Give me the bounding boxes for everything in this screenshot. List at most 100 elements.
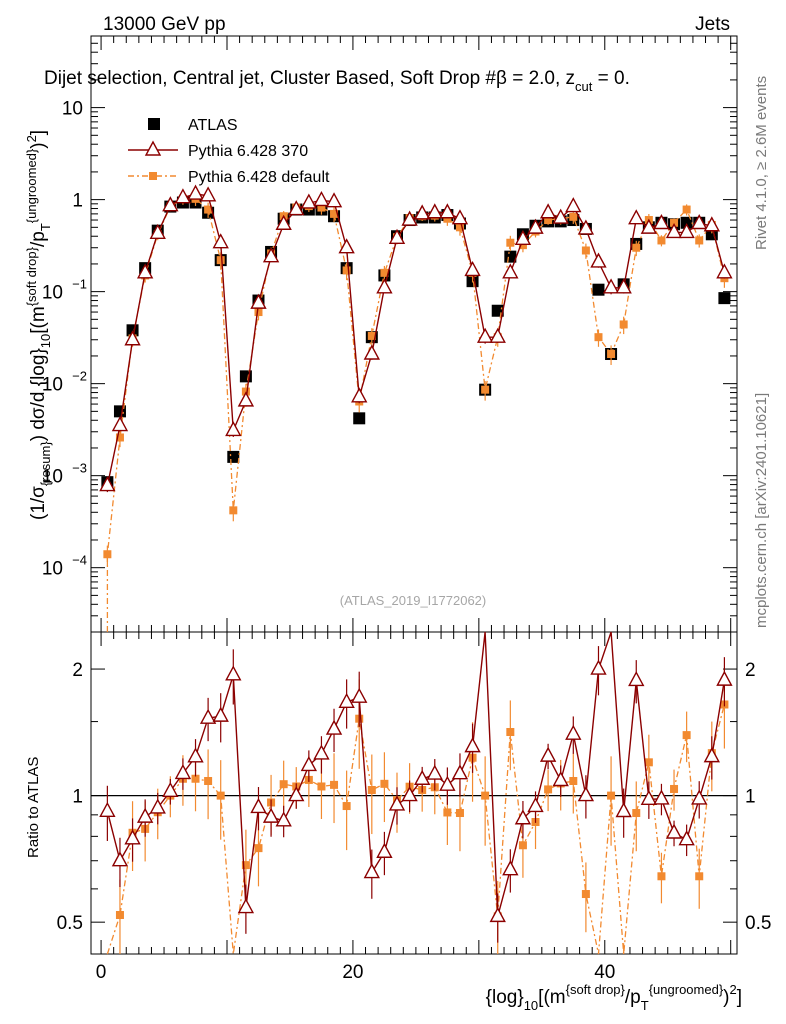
pythia-default-point: [581, 246, 590, 255]
data-layer: [99, 184, 733, 955]
ylabel-sub2: 10: [38, 334, 53, 348]
pythia-370-point: [136, 263, 154, 279]
ylabel-prefix: (1/σ: [28, 486, 49, 520]
pythia-370-point: [414, 204, 431, 220]
ratio-pythia-370-point: [162, 781, 179, 798]
ratio-pythia-default-point: [216, 791, 225, 800]
pythia-default-point: [317, 203, 326, 212]
ratio-pythia-default-point: [670, 784, 679, 793]
ratio-pythia-default-point: [518, 841, 527, 850]
ratio-pythia-370-point: [376, 842, 393, 858]
pythia-370-point: [401, 210, 418, 226]
xlabel-sup3: 2: [729, 982, 736, 997]
pythia-370-point: [313, 190, 330, 207]
pythia-default-point: [607, 350, 616, 359]
pythia-default-point: [632, 243, 641, 252]
ratio-pythia-370-point: [527, 796, 544, 813]
ratio-ytick-label-right: 2: [745, 660, 756, 681]
rivet-label: Rivet 4.1.0, ≥ 2.6M events: [753, 76, 770, 250]
ratio-pythia-370-point: [665, 823, 683, 839]
ylabel-tail4: ]: [28, 130, 49, 135]
ratio-pythia-default-point: [367, 785, 376, 794]
legend-label-atlas: ATLAS: [188, 117, 238, 134]
ratio-pythia-default-point: [115, 911, 124, 920]
ratio-pythia-370-point: [174, 763, 192, 780]
ratio-pythia-default-point: [632, 809, 641, 818]
ratio-pythia-default-point: [204, 776, 213, 785]
pythia-default-point: [443, 214, 452, 223]
pythia-default-point: [682, 205, 691, 214]
axes-layer: 10−4 10−3 10−2 10 −1 1 10 0 20 40 0.5 0.5 1 1 2 2: [42, 35, 771, 983]
pythia-370-point: [527, 218, 544, 234]
pythia-370-point: [665, 222, 683, 239]
pythia-default-point: [342, 266, 351, 275]
ratio-pythia-370-point: [653, 789, 670, 805]
ylabel-sup1: {soft drop}: [24, 246, 39, 306]
ylabel-sub3: T: [38, 223, 53, 231]
pythia-370-point: [174, 188, 192, 204]
ratio-pythia-370-point: [300, 755, 318, 772]
ratio-pythia-370-point: [262, 807, 280, 823]
ylabel-tail2: /p: [28, 231, 49, 247]
ratio-pythia-370-point: [439, 775, 456, 791]
pythia-370-point: [99, 476, 116, 492]
pythia-default-point: [518, 241, 527, 250]
legend-marker-pythia-default: [149, 172, 157, 180]
ratio-ytick-label-right: 1: [745, 787, 756, 808]
pythia-370-point: [615, 278, 632, 294]
pythia-default-point: [103, 550, 112, 559]
ratio-pythia-default-point: [241, 861, 250, 870]
pythia-370-point: [628, 209, 645, 225]
ratio-xtick-label: 40: [594, 962, 615, 983]
pythia-370-point: [300, 193, 318, 209]
ratio-pythia-370-point: [703, 747, 720, 763]
pythia-370-point: [149, 223, 166, 240]
ylabel-tail1: [(m: [28, 306, 49, 333]
ratio-pythia-370-point: [237, 898, 255, 914]
ratio-pythia-370-point: [388, 795, 406, 811]
ratio-pythia-370-point: [514, 809, 532, 825]
pythia-default-point: [254, 308, 263, 317]
ratio-pythia-default-point: [644, 758, 653, 767]
ratio-pythia-370-point: [99, 801, 116, 818]
pythia-370-point: [439, 203, 456, 219]
pythia-default-point: [569, 212, 578, 221]
ratio-pythia-370-point: [363, 863, 380, 879]
ratio-pythia-370-point: [565, 724, 582, 740]
xlabel: {log}10[(m{soft drop}/pT{ungroomed})2]: [486, 982, 742, 1013]
ratio-pythia-370-point: [615, 802, 632, 818]
ratio-pythia-370-point: [124, 829, 141, 845]
ratio-pythia-370-point: [502, 860, 519, 876]
pythia-370-point: [426, 203, 443, 219]
ratio-pythia-default-point: [254, 844, 263, 853]
pythia-370-point: [451, 209, 469, 225]
atlas-point: [353, 412, 366, 425]
analysis-id: (ATLAS_2019_I1772062): [340, 593, 486, 608]
main-ylabel: (1/σ{resum}) dσ/d {log}10[(m{soft drop}/…: [24, 130, 53, 520]
ratio-pythia-default-point: [279, 780, 288, 789]
main-ytick-label: 10 −1: [42, 277, 87, 304]
pythia-370-point: [363, 344, 380, 360]
pythia-370-point: [691, 214, 708, 230]
legend-marker-atlas: [148, 118, 160, 130]
pythia-370-line: [106, 193, 726, 486]
pythia-default-point: [481, 385, 490, 394]
ylabel-sup2: {ungroomed}: [24, 148, 39, 223]
pythia-370-point: [199, 186, 217, 202]
ratio-pythia-default-point: [544, 785, 553, 794]
energy-label: 13000 GeV pp: [103, 14, 226, 35]
pythia-370-point: [275, 214, 292, 230]
plot-title-sub: cut: [575, 79, 593, 94]
pythia-default-point: [544, 216, 553, 225]
ratio-pythia-default-point: [481, 791, 490, 800]
ratio-pythia-default-point: [191, 774, 200, 783]
ratio-pythia-default-point: [569, 776, 578, 785]
legend-label-pythia-default: Pythia 6.428 default: [188, 169, 330, 186]
ylabel-sup3: 2: [24, 135, 39, 142]
ratio-ytick-label: 1: [72, 787, 83, 808]
pythia-370-point: [237, 391, 255, 407]
pythia-370-point: [338, 238, 355, 254]
ratio-ylabel: Ratio to ATLAS: [25, 757, 42, 858]
xlabel-tail2: /p: [625, 987, 641, 1008]
ratio-pythia-370-point: [489, 906, 506, 923]
